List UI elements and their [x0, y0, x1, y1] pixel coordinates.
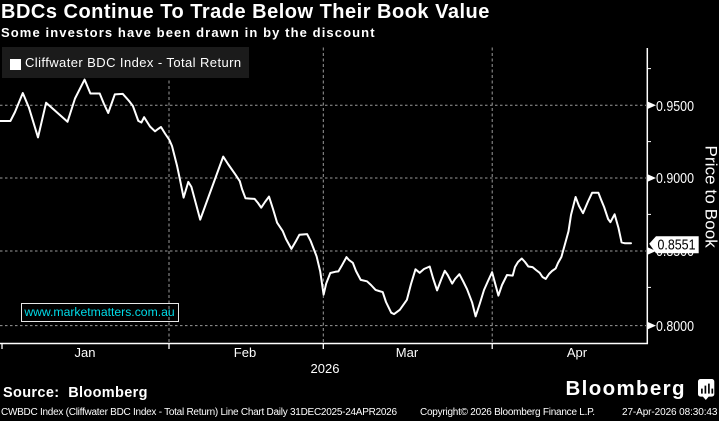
svg-text:0.8551: 0.8551 — [658, 237, 696, 253]
